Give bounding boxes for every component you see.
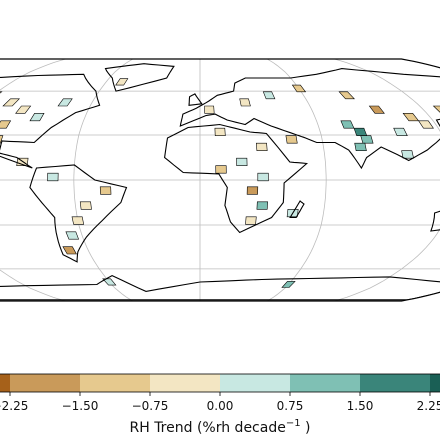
colorbar-segment	[360, 374, 430, 392]
trend-cell	[0, 91, 3, 100]
trend-cell	[15, 105, 32, 114]
coastline	[289, 200, 305, 219]
trend-cell	[393, 127, 408, 136]
colorbar-tick-label: −2.25	[0, 399, 28, 413]
trend-cell	[215, 165, 227, 174]
trend-cell	[29, 113, 45, 122]
colorbar-segment	[290, 374, 360, 392]
trend-cell	[360, 135, 374, 144]
coastline	[164, 123, 309, 234]
trend-cell	[285, 135, 298, 144]
trend-cell	[99, 186, 112, 195]
trend-cell	[65, 231, 80, 240]
trend-cell	[62, 246, 77, 255]
colorbar-segment	[150, 374, 220, 392]
colorbar-label: RH Trend (%rh decade−1 )	[129, 418, 310, 436]
trend-cell	[115, 78, 129, 86]
coastline	[179, 68, 440, 170]
trend-cell	[354, 142, 367, 151]
colorbar-segment	[220, 374, 290, 392]
colorbar-segment	[10, 374, 80, 392]
trend-cell	[2, 98, 21, 107]
trend-cell	[338, 91, 356, 100]
trend-cell	[432, 105, 440, 114]
trend-cell	[257, 172, 269, 182]
trend-cell	[102, 278, 117, 286]
trend-cell	[0, 120, 12, 129]
trend-cell	[340, 120, 355, 129]
coastline	[188, 93, 203, 106]
coastline	[0, 73, 101, 169]
colorbar-tick-label: 1.50	[347, 399, 374, 413]
trend-cell	[214, 127, 226, 136]
trend-cell	[79, 201, 92, 210]
trend-cell	[47, 172, 59, 182]
trend-cell	[402, 113, 420, 122]
trend-cell	[57, 98, 73, 107]
colorbar-tick-label: 0.75	[277, 399, 304, 413]
trend-cell	[239, 98, 251, 107]
trend-cell	[418, 120, 434, 129]
colorbar-segment	[430, 374, 440, 392]
trend-cell	[246, 186, 259, 195]
globe-outline	[0, 58, 440, 302]
trend-cell	[204, 105, 215, 114]
colorbar-tick-label: −1.50	[62, 399, 99, 413]
colorbar-tick-label: 0.00	[207, 399, 234, 413]
coastline	[29, 164, 128, 263]
trend-cell	[401, 150, 414, 159]
trend-cell	[71, 216, 85, 225]
trend-cell	[0, 135, 4, 144]
colorbar-segment	[80, 374, 150, 392]
colorbar: −2.25 −1.50 −0.75 0.00 0.75 1.50 2.25	[0, 373, 440, 413]
trend-cell	[368, 105, 385, 114]
trend-cell	[255, 142, 268, 151]
trend-cell	[291, 84, 307, 93]
trend-cell	[236, 157, 248, 166]
trend-cell	[245, 216, 257, 225]
colorbar-tick-label: −0.75	[132, 399, 169, 413]
trend-cell	[281, 281, 296, 288]
trend-cell	[262, 91, 276, 100]
colorbar-segment	[0, 374, 10, 392]
colorbar-tick-label: 2.25	[417, 399, 440, 413]
map-panel	[0, 58, 440, 302]
trend-cell	[256, 201, 269, 210]
coastline	[104, 63, 175, 92]
